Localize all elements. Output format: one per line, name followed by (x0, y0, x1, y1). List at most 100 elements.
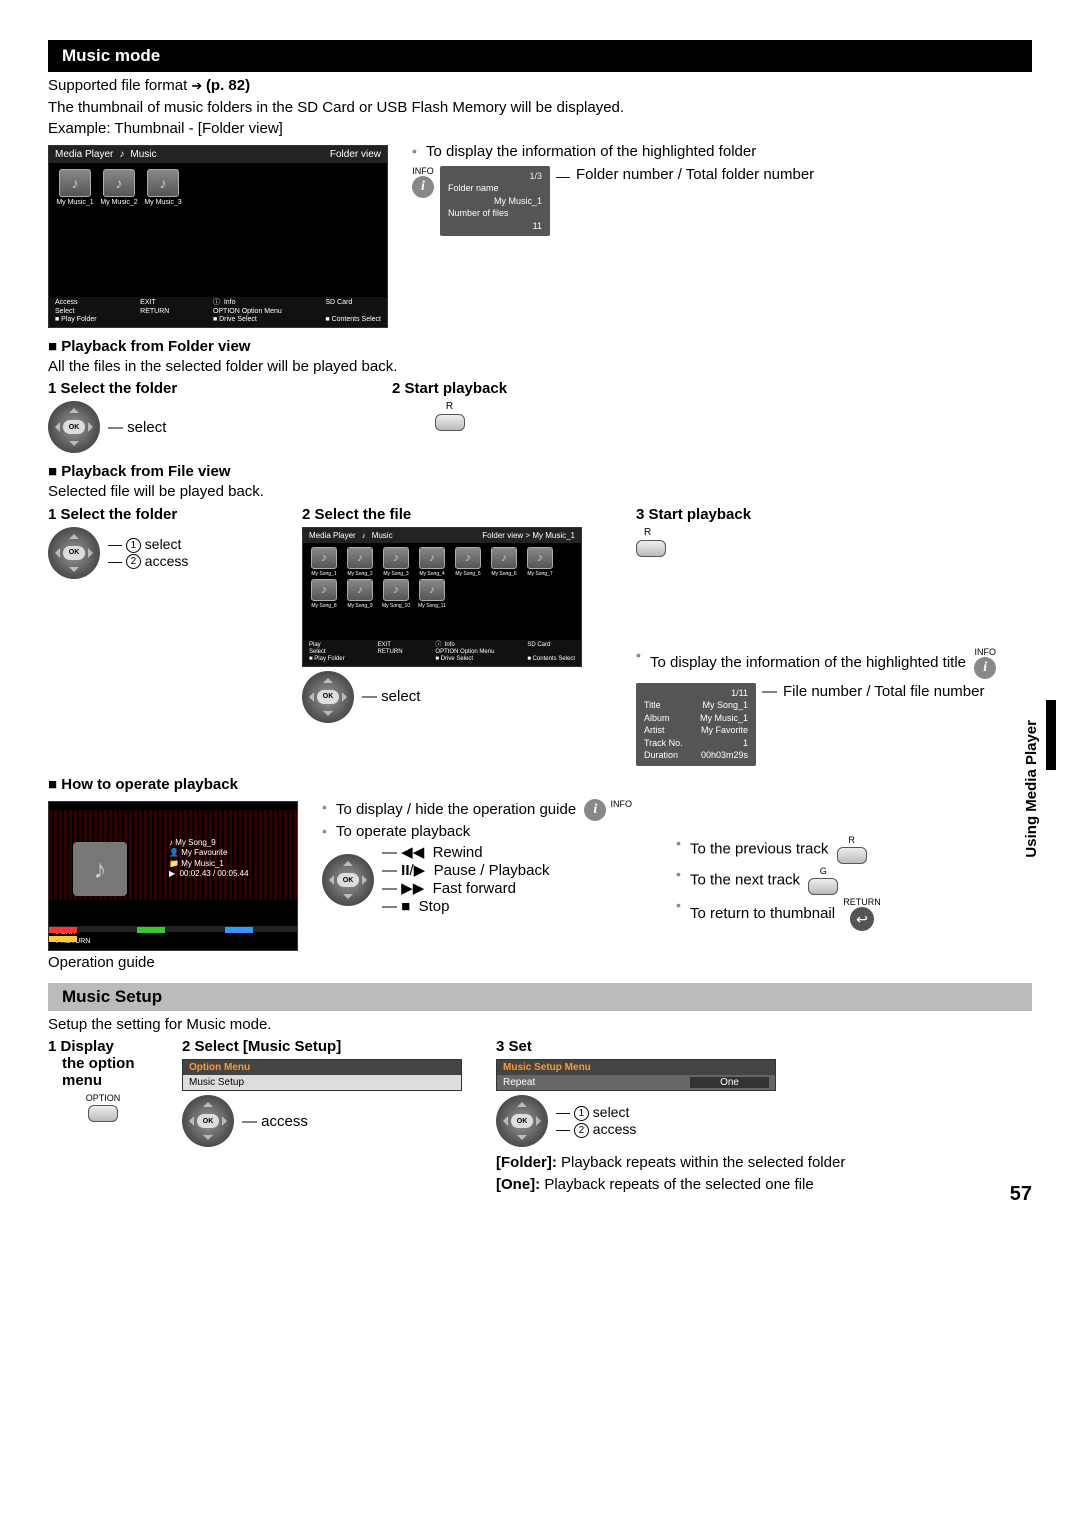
label-access: access (593, 1121, 637, 1137)
ok-ring-icon[interactable] (496, 1095, 548, 1147)
music-setup-menu: Music Setup Menu Repeat One (496, 1059, 776, 1091)
playback-file-desc: Selected file will be played back. (48, 482, 1032, 502)
side-tab-label: Using Media Player (1023, 720, 1040, 858)
operation-guide-caption: Operation guide (48, 953, 298, 973)
step-start-playback: Start playback (405, 380, 508, 397)
option-menu-item[interactable]: Music Setup (183, 1075, 461, 1090)
option-menu-header: Option Menu (183, 1060, 461, 1075)
step-select-folder: Select the folder (61, 380, 178, 397)
file-info-row: Duration00h03m29s (644, 749, 748, 762)
section-music-setup-header: Music Setup (48, 983, 1032, 1011)
now-playing-title: My Song_9 (175, 838, 215, 847)
tv-footer-left2: EXITRETURN (140, 299, 169, 324)
now-playing-album: My Music_1 (181, 859, 224, 868)
folder-info-popup: 1/3 Folder name My Music_1 Number of fil… (440, 166, 550, 237)
ok-ring-icon[interactable] (302, 671, 354, 723)
step3-set: Set (509, 1038, 532, 1055)
file-thumbnail[interactable]: ♪My Song_7 (523, 547, 557, 577)
title-info-bullet: To display the information of the highli… (636, 647, 1032, 679)
info-label: INFO (412, 166, 434, 176)
file-thumbnail[interactable]: ♪My Song_6 (487, 547, 521, 577)
tv-footer: SD Card■ Contents Select (527, 642, 575, 664)
info-bullet-folder: To display the information of the highli… (412, 143, 1032, 160)
label-rewind: Rewind (433, 844, 483, 861)
ok-ring-icon[interactable] (322, 854, 374, 906)
folder-thumbnail[interactable]: ♪My Music_3 (143, 169, 183, 206)
setup-menu-header: Music Setup Menu (497, 1060, 775, 1075)
file-thumbnail[interactable]: ♪My Song_3 (379, 547, 413, 577)
tv-footer-right: SD Card■ Contents Select (325, 299, 381, 324)
file-thumbnail[interactable]: ♪My Song_5 (451, 547, 485, 577)
subhead-operate: How to operate playback (48, 776, 1032, 793)
now-playing-time: 00:02.43 / 00:05.44 (180, 869, 249, 878)
info-icon[interactable]: i (584, 799, 606, 821)
op-guide-toggle: To display / hide the operation guide (336, 801, 576, 818)
subhead-playback-folder: Playback from Folder view (48, 338, 1032, 355)
info-row: Folder name (448, 182, 542, 195)
red-button[interactable] (837, 847, 867, 864)
playback-screenshot: ♪ ♪ My Song_9 👤 My Favourite 📁 My Music_… (48, 801, 298, 951)
info-icon[interactable]: i (974, 657, 996, 679)
btn-g-label: G (808, 866, 838, 876)
folder-count-caption: Folder number / Total folder number (576, 166, 814, 183)
btn-r-label: R (837, 835, 867, 845)
folder-thumbnail[interactable]: ♪My Music_1 (55, 169, 95, 206)
supported-text: Supported file format (48, 77, 191, 94)
file-thumbnail[interactable]: ♪My Song_2 (343, 547, 377, 577)
supported-format: Supported file format ➔ (p. 82) (48, 76, 1032, 96)
tv-footer: ⓘ InfoOPTION Option Menu■ Drive Select (435, 642, 494, 664)
option-label: OPTION (48, 1093, 158, 1103)
green-button[interactable] (808, 878, 838, 895)
label-select: select (593, 1104, 630, 1120)
label-select: select (145, 536, 182, 552)
now-playing-artist: My Favourite (181, 848, 227, 857)
file-thumbnail[interactable]: ♪My Song_8 (307, 579, 341, 609)
info-label: INFO (974, 647, 996, 657)
music-icon: ♪ (119, 149, 124, 160)
folder-view-screenshot: Media Player ♪ Music Folder view ♪My Mus… (48, 145, 388, 328)
file-thumbnail[interactable]: ♪My Song_9 (343, 579, 377, 609)
file-info-row: TitleMy Song_1 (644, 699, 748, 712)
return-button[interactable]: ↩ (850, 907, 874, 931)
repeat-folder-desc: [Folder]: Playback repeats within the se… (496, 1154, 845, 1171)
file-thumbnail[interactable]: ♪My Song_10 (379, 579, 413, 609)
file-count: 1/11 (644, 687, 748, 700)
file-thumbnail[interactable]: ♪My Song_4 (415, 547, 449, 577)
desc-line2: Example: Thumbnail - [Folder view] (48, 119, 1032, 139)
red-button[interactable] (435, 414, 465, 431)
tv-title-mode: Music (130, 149, 156, 160)
music-note-icon: ♪ (73, 842, 127, 896)
file-info-row: Track No.1 (644, 737, 748, 750)
option-button[interactable] (88, 1105, 118, 1122)
tv-title-app: Media Player (55, 149, 113, 160)
label-next-track: To the next track (690, 872, 800, 889)
file-info-popup: 1/11 TitleMy Song_1AlbumMy Music_1Artist… (636, 683, 756, 767)
option-menu: Option Menu Music Setup (182, 1059, 462, 1091)
file-thumbnail[interactable]: ♪My Song_11 (415, 579, 449, 609)
info-row: 11 (448, 220, 542, 233)
music-icon: ♪ (362, 531, 366, 540)
file-info-row: ArtistMy Favorite (644, 724, 748, 737)
setup-desc: Setup the setting for Music mode. (48, 1015, 1032, 1035)
ok-ring-icon[interactable] (182, 1095, 234, 1147)
setup-menu-row[interactable]: Repeat One (497, 1075, 775, 1090)
step3-file: Start playback (649, 506, 752, 523)
folder-thumbnail[interactable]: ♪My Music_2 (99, 169, 139, 206)
tv-title-mode: Music (372, 531, 393, 540)
file-thumbnail[interactable]: ♪My Song_1 (307, 547, 341, 577)
file-view-screenshot: Media Player ♪ Music Folder view > My Mu… (302, 527, 582, 667)
info-icon[interactable]: i (412, 176, 434, 198)
tv-footer-left: AccessSelect■ Play Folder (55, 299, 97, 324)
tv-title-view: Folder view (330, 149, 381, 160)
label-pause-play: Pause / Playback (434, 862, 550, 879)
red-button[interactable] (636, 540, 666, 557)
tv-footer-mid: ⓘ InfoOPTION Option Menu■ Drive Select (213, 299, 282, 324)
step2-file: Select the file (315, 506, 412, 523)
ok-ring-icon[interactable] (48, 401, 100, 453)
section-music-mode-header: Music mode (48, 40, 1032, 72)
ok-ring-icon[interactable] (48, 527, 100, 579)
label-access: access (261, 1113, 308, 1130)
side-tab-mark (1046, 700, 1056, 770)
file-count-caption: File number / Total file number (783, 683, 984, 700)
tv-footer: PlaySelect■ Play Folder (309, 642, 345, 664)
